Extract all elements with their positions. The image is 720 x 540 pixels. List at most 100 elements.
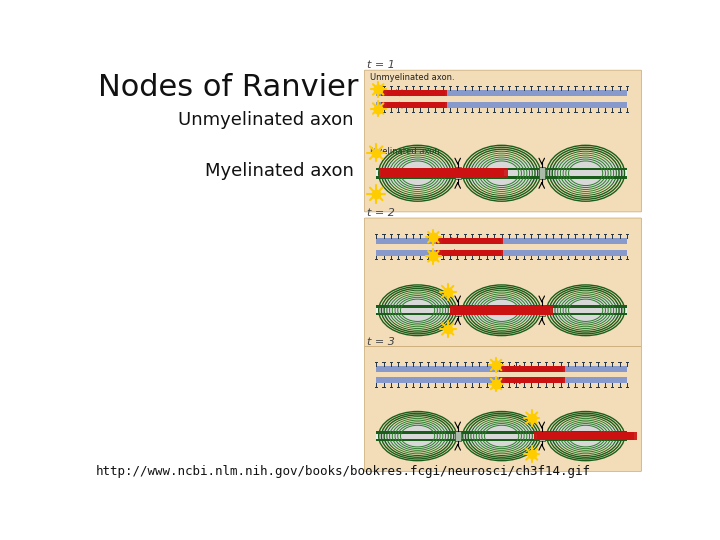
Bar <box>536 432 574 440</box>
Bar <box>453 306 481 315</box>
Bar <box>382 168 463 178</box>
Bar <box>387 90 446 96</box>
Bar <box>442 238 482 244</box>
Bar <box>453 306 474 315</box>
Bar <box>505 366 515 372</box>
FancyBboxPatch shape <box>364 347 642 471</box>
Bar <box>442 238 497 244</box>
Bar <box>376 249 627 255</box>
Bar <box>453 306 484 315</box>
Bar <box>536 432 592 440</box>
Bar <box>442 249 500 255</box>
Bar <box>453 306 544 315</box>
Bar <box>382 168 406 178</box>
Bar <box>442 249 444 255</box>
Bar <box>453 306 499 315</box>
Bar <box>387 90 423 96</box>
Bar <box>453 306 535 315</box>
Bar <box>442 238 459 244</box>
Bar <box>387 90 405 96</box>
Bar <box>442 238 470 244</box>
Bar <box>387 102 419 108</box>
Bar <box>453 306 472 315</box>
Bar <box>387 102 437 108</box>
Bar <box>442 238 500 244</box>
Point <box>526 450 537 458</box>
Bar <box>387 90 437 96</box>
Bar <box>442 238 464 244</box>
Bar <box>387 90 433 96</box>
Bar <box>539 305 545 315</box>
Bar <box>454 305 461 315</box>
Bar <box>382 168 482 178</box>
Ellipse shape <box>379 423 456 450</box>
Bar <box>539 431 545 441</box>
Bar <box>387 90 408 96</box>
Bar <box>505 366 527 372</box>
Text: t = 1: t = 1 <box>366 60 395 70</box>
Bar <box>505 366 547 372</box>
Bar <box>454 431 461 441</box>
Bar <box>442 238 462 244</box>
Bar <box>453 306 502 315</box>
Text: http://www.ncbi.nlm.nih.gov/books/bookres.fcgi/neurosci/ch3f14.gif: http://www.ncbi.nlm.nih.gov/books/bookre… <box>96 464 590 477</box>
Bar <box>505 377 565 383</box>
Bar <box>387 90 413 96</box>
Bar <box>453 306 520 315</box>
Bar <box>442 249 451 255</box>
Bar <box>376 377 627 383</box>
Bar <box>387 90 426 96</box>
Bar <box>382 168 455 178</box>
Bar <box>453 306 478 315</box>
Bar <box>505 366 563 372</box>
Bar <box>376 431 627 434</box>
Bar <box>376 168 627 170</box>
Bar <box>505 366 523 372</box>
Text: Unmyelinated axon: Unmyelinated axon <box>178 111 354 129</box>
Bar <box>505 377 562 383</box>
Bar <box>387 90 421 96</box>
Bar <box>442 249 470 255</box>
Bar <box>453 306 466 315</box>
Bar <box>536 432 580 440</box>
Bar <box>442 249 497 255</box>
Bar <box>387 102 411 108</box>
Bar <box>453 306 523 315</box>
Bar <box>442 238 477 244</box>
Point <box>526 414 537 422</box>
Bar <box>382 168 489 178</box>
FancyBboxPatch shape <box>364 70 642 212</box>
Bar <box>536 432 619 440</box>
Bar <box>505 377 541 383</box>
Bar <box>442 249 482 255</box>
Bar <box>381 102 400 108</box>
Bar <box>453 306 538 315</box>
Bar <box>442 249 485 255</box>
Bar <box>505 377 555 383</box>
Bar <box>387 102 397 108</box>
Bar <box>453 306 532 315</box>
Bar <box>442 249 446 255</box>
Bar <box>442 249 469 255</box>
Bar <box>536 432 589 440</box>
Bar <box>536 432 613 440</box>
Bar <box>505 377 545 383</box>
Bar <box>387 90 436 96</box>
Bar <box>505 366 521 372</box>
Bar <box>442 249 492 255</box>
Bar <box>442 249 474 255</box>
Bar <box>453 306 553 315</box>
Bar <box>442 238 492 244</box>
Bar <box>382 168 418 178</box>
Bar <box>387 102 421 108</box>
Bar <box>387 102 447 108</box>
Bar <box>505 366 565 372</box>
Bar <box>382 168 421 178</box>
Bar <box>505 377 511 383</box>
Bar <box>436 249 454 255</box>
Bar <box>387 90 444 96</box>
Bar <box>442 238 495 244</box>
Bar <box>442 249 487 255</box>
Bar <box>387 90 415 96</box>
Bar <box>387 102 446 108</box>
